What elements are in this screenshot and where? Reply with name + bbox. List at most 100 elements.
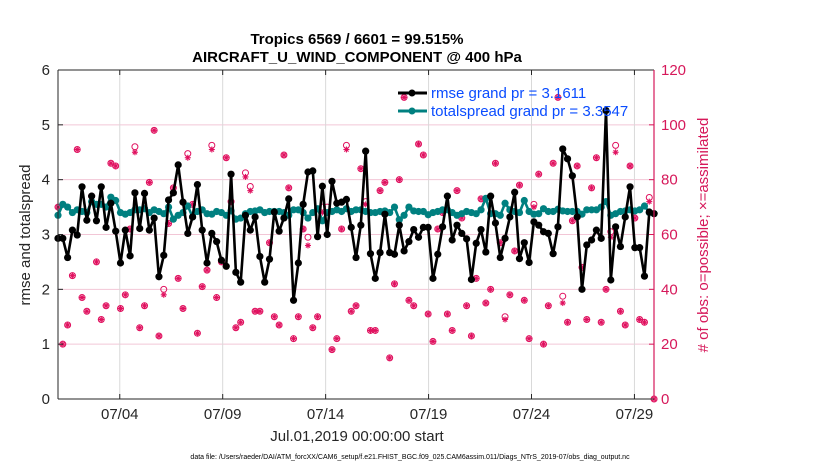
rmse-point: [198, 226, 206, 234]
asterisk-stroke: [358, 166, 364, 172]
y-tick-label: 1: [42, 336, 50, 353]
rmse-point: [323, 230, 331, 239]
asterisk-stroke: [574, 163, 580, 169]
rmse-point: [107, 199, 115, 207]
asterisk-stroke: [142, 303, 148, 309]
rmse-point: [88, 192, 96, 200]
asterisk-stroke: [329, 347, 335, 353]
spread-point: [640, 202, 649, 210]
asterisk-stroke: [343, 147, 349, 152]
rmse-point: [328, 177, 336, 185]
asterisk-stroke: [281, 152, 287, 158]
rmse-point: [102, 223, 110, 231]
asterisk-stroke: [555, 94, 561, 100]
asterisk-stroke: [641, 319, 647, 325]
obs-assimilated-marker: [136, 324, 143, 331]
obs-assimilated-marker: [554, 94, 561, 101]
x-tick-label: 07/04: [101, 406, 139, 423]
obs-assimilated-marker: [208, 146, 215, 153]
asterisk-stroke: [622, 322, 628, 328]
rmse-point: [179, 198, 187, 206]
obs-assimilated-marker: [204, 267, 211, 274]
obs-assimilated-marker: [502, 316, 509, 323]
obs-assimilated-marker: [276, 321, 283, 328]
spread-point: [515, 208, 524, 217]
obs-assimilated-marker: [506, 291, 513, 298]
obs-assimilated-marker: [93, 258, 100, 265]
asterisk-stroke: [209, 147, 215, 152]
rmse-point: [309, 167, 317, 175]
spread-point: [169, 215, 177, 223]
obs-assimilated-marker: [574, 162, 581, 169]
asterisk-stroke: [339, 226, 345, 232]
asterisk-stroke: [492, 160, 498, 166]
rmse-point: [241, 211, 250, 219]
obs-assimilated-marker: [213, 294, 220, 301]
rmse-point: [261, 278, 269, 286]
rmse-point: [544, 229, 552, 238]
rmse-point: [390, 250, 399, 258]
series-lines: [54, 106, 658, 304]
obs-assimilated-marker: [386, 354, 393, 361]
asterisk-stroke: [617, 308, 623, 314]
obs-assimilated-marker: [223, 154, 230, 161]
rmse-point: [64, 253, 72, 262]
rmse-point: [131, 189, 139, 197]
obs-assimilated-marker: [290, 335, 297, 342]
rmse-point: [121, 226, 129, 234]
rmse-point: [59, 234, 67, 242]
asterisk-stroke: [468, 333, 474, 339]
rmse-point: [145, 226, 153, 234]
spread-point: [520, 196, 528, 205]
asterisk-stroke: [387, 355, 393, 361]
asterisk-stroke: [646, 199, 652, 205]
spread-point: [636, 206, 644, 214]
rmse-point: [376, 248, 384, 257]
asterisk-stroke: [204, 267, 210, 273]
rmse-point: [83, 216, 91, 224]
asterisk-stroke: [276, 322, 282, 328]
y-tick-label: 4: [42, 172, 50, 189]
asterisk-stroke: [598, 319, 604, 325]
obs-assimilated-marker: [309, 324, 316, 331]
asterisk-stroke: [295, 314, 301, 320]
rmse-point: [515, 255, 524, 263]
asterisk-stroke: [315, 314, 321, 320]
rmse-point: [289, 296, 298, 304]
y-right-tick-label: 60: [661, 227, 678, 244]
asterisk-stroke: [79, 295, 85, 301]
rmse-point: [193, 181, 202, 189]
spread-point: [472, 210, 480, 218]
rmse-point: [597, 234, 605, 242]
rmse-point: [232, 268, 240, 276]
obs-assimilated-marker: [627, 162, 634, 169]
rmse-point: [511, 188, 519, 196]
rmse-point: [208, 229, 216, 238]
rmse-point: [174, 161, 182, 169]
rmse-point: [414, 233, 423, 241]
asterisk-stroke: [223, 155, 229, 161]
asterisk-stroke: [536, 171, 542, 177]
asterisk-stroke: [416, 141, 422, 147]
asterisk-stroke: [449, 327, 455, 333]
rmse-point: [482, 248, 490, 256]
spread-point: [184, 202, 192, 210]
obs-assimilated-marker: [429, 338, 436, 345]
obs-assimilated-marker: [588, 184, 595, 191]
asterisk-stroke: [247, 188, 253, 194]
obs-assimilated-marker: [482, 300, 489, 307]
asterisk-stroke: [118, 306, 123, 312]
asterisk-stroke: [93, 259, 99, 265]
rmse-point: [73, 231, 81, 239]
rmse-point: [616, 242, 625, 251]
asterisk-stroke: [392, 281, 397, 287]
rmse-point: [626, 183, 634, 191]
rmse-point: [357, 221, 365, 229]
legend-label-spread: totalspread grand pr = 3.3547: [431, 103, 628, 120]
asterisk-stroke: [420, 152, 426, 158]
rmse-point: [491, 219, 500, 227]
rmse-point: [352, 253, 360, 262]
asterisk-stroke: [103, 303, 109, 309]
asterisk-stroke: [84, 308, 90, 314]
asterisk-stroke: [291, 336, 297, 342]
